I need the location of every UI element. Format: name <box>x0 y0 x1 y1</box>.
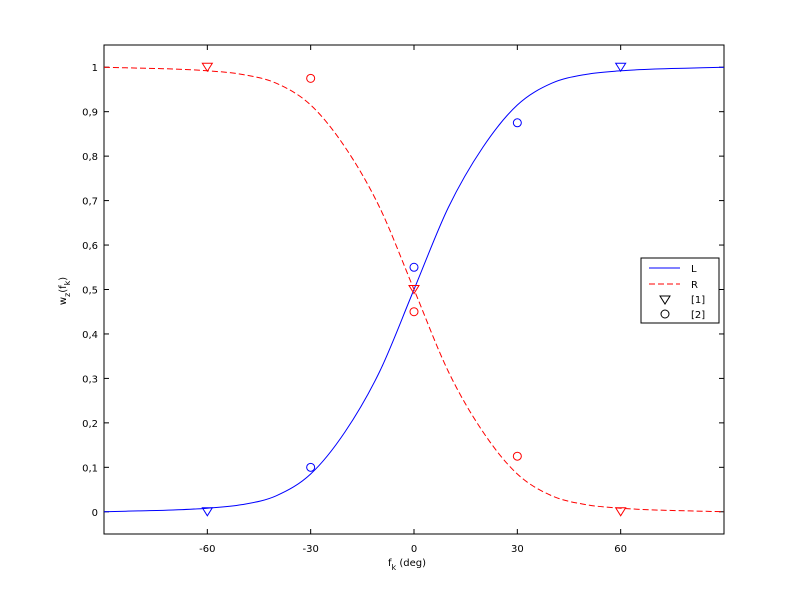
marker-circle <box>512 118 522 128</box>
y-tick-label: 0,9 <box>82 108 98 119</box>
svg-text:wz(fk): wz(fk) <box>58 277 72 305</box>
y-axis-label: wz(fk) <box>58 277 72 305</box>
marker-circle <box>409 307 419 317</box>
x-axis-label-sub: k <box>392 563 397 572</box>
y-axis-label-f: (f <box>58 285 69 293</box>
legend-swatch-triangle <box>659 295 671 305</box>
y-tick-label: 0,4 <box>82 330 98 341</box>
y-axis-label-w: w <box>58 297 69 305</box>
x-axis-label: fk (deg) <box>388 558 426 572</box>
y-tick-label: 0,2 <box>82 419 98 430</box>
marker-circle <box>409 262 419 272</box>
y-tick-label: 0,5 <box>82 286 98 297</box>
x-tick-label: -30 <box>302 544 318 555</box>
legend-swatch-circle <box>660 309 670 319</box>
y-axis-label-z: z <box>63 293 72 297</box>
y-tick-label: 0,8 <box>82 152 98 163</box>
legend-label-r: R <box>691 280 698 291</box>
y-tick-label: 0 <box>92 508 98 519</box>
marker-triangle <box>201 62 214 73</box>
y-tick-label: 0,6 <box>82 241 98 252</box>
marker-triangle <box>201 507 214 517</box>
marker-circle <box>512 451 522 461</box>
x-tick-label: 60 <box>614 544 627 555</box>
y-tick-label: 0,3 <box>82 374 98 385</box>
x-axis-ticks: -60 -30 0 30 60 <box>199 45 627 555</box>
x-axis-label-base: f <box>388 558 392 569</box>
marker-triangle <box>614 62 627 73</box>
x-axis-label-rest: (deg) <box>396 558 426 569</box>
x-tick-label: -60 <box>199 544 215 555</box>
y-tick-label: 0,1 <box>82 463 98 474</box>
marker-triangle <box>614 507 627 517</box>
y-tick-label: 0,7 <box>82 197 98 208</box>
marker-triangle <box>408 285 420 295</box>
marker-circle <box>306 73 316 83</box>
legend-box <box>640 257 720 324</box>
legend-label-l: L <box>691 264 697 275</box>
y-axis-label-close: ) <box>58 277 69 281</box>
x-tick-label: 0 <box>411 544 417 555</box>
legend-label-2: [2] <box>691 310 705 321</box>
y-tick-label: 1 <box>92 63 98 74</box>
legend: L R [1] [2] <box>640 257 720 324</box>
y-axis-label-k: k <box>63 280 72 285</box>
legend-label-1: [1] <box>691 295 705 306</box>
y-axis-ticks: 0 0,1 0,2 0,3 0,4 0,5 0,6 0,7 0,8 0,9 1 <box>82 63 724 519</box>
data-markers <box>201 62 627 517</box>
x-tick-label: 30 <box>511 544 524 555</box>
marker-circle <box>306 462 316 472</box>
